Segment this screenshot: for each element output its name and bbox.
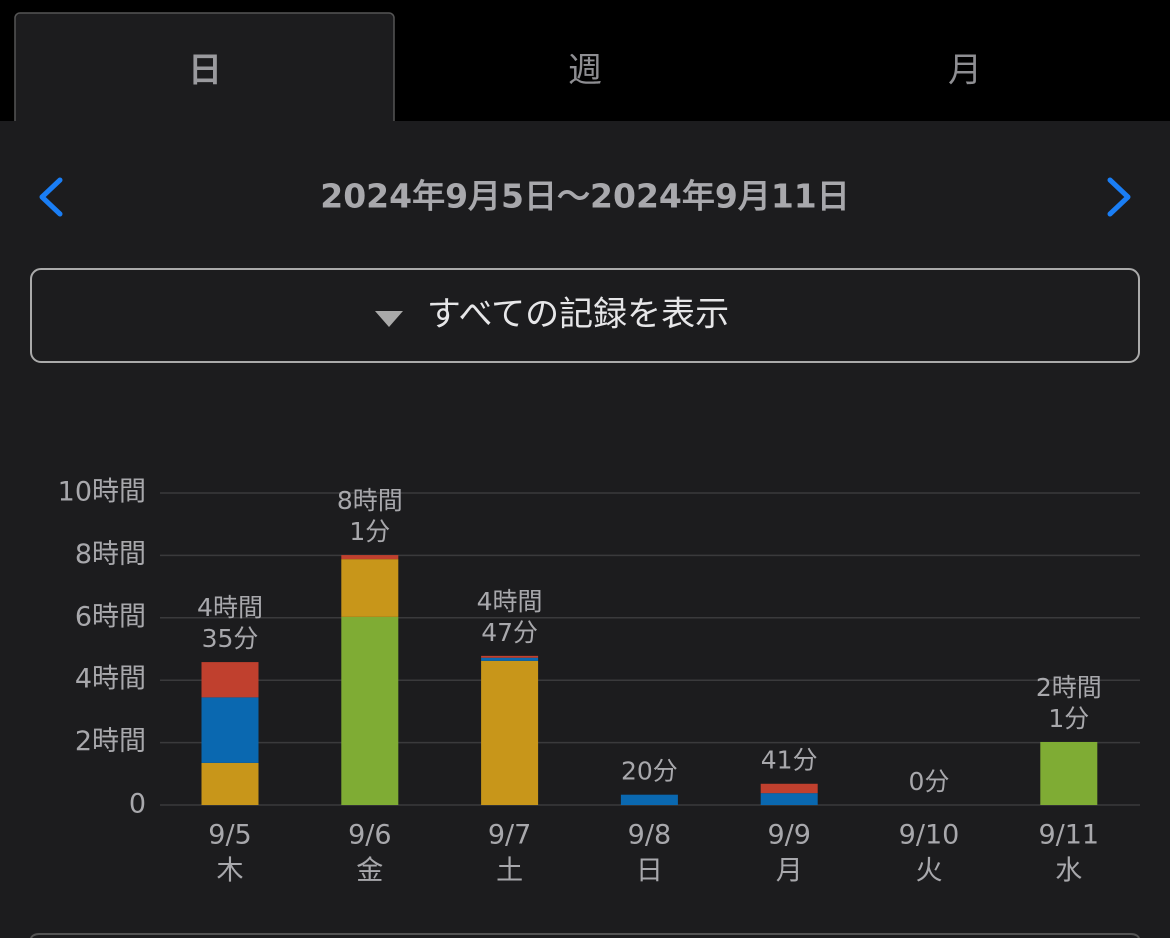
x-tick-label: 9/8 xyxy=(628,820,671,851)
bar-segment xyxy=(201,762,259,805)
bar-segment xyxy=(1040,741,1098,805)
bar-segment xyxy=(620,794,678,805)
active-tab[interactable] xyxy=(14,12,395,121)
prev-arrow[interactable] xyxy=(39,177,63,217)
y-tick-label: 2時間 xyxy=(75,726,146,757)
next-arrow[interactable] xyxy=(1107,177,1131,217)
y-tick-label: 6時間 xyxy=(75,601,146,632)
filter-button[interactable] xyxy=(30,268,1140,363)
bar-segment xyxy=(341,555,399,560)
value-label: 20分 xyxy=(621,757,678,786)
value-label: 2時間 xyxy=(1036,673,1102,702)
value-label: 4時間 xyxy=(477,587,543,616)
weekday-label: 水 xyxy=(1055,856,1082,887)
value-label: 1分 xyxy=(1048,704,1089,733)
bar-segment xyxy=(341,559,399,617)
x-tick-label: 9/6 xyxy=(348,820,391,851)
value-label: 1分 xyxy=(349,517,390,546)
bar-segment xyxy=(481,657,539,661)
tab[interactable]: 週 xyxy=(568,51,602,91)
x-tick-label: 9/11 xyxy=(1038,820,1099,851)
bar-segment xyxy=(760,783,818,794)
weekday-label: 金 xyxy=(356,856,383,887)
x-tick-label: 9/9 xyxy=(767,820,810,851)
weekday-label: 月 xyxy=(776,856,803,887)
tab[interactable]: 月 xyxy=(948,51,982,91)
bar-segment xyxy=(201,662,259,698)
value-label: 8時間 xyxy=(337,486,403,515)
value-label: 4時間 xyxy=(197,593,263,622)
y-tick-label: 10時間 xyxy=(58,477,146,508)
x-tick-label: 9/10 xyxy=(899,820,960,851)
weekday-label: 土 xyxy=(496,856,523,887)
x-tick-label: 9/7 xyxy=(488,820,531,851)
weekday-label: 火 xyxy=(916,856,943,887)
weekday-label: 日 xyxy=(636,856,663,887)
value-label: 35分 xyxy=(202,624,259,653)
tab[interactable]: 日 xyxy=(188,51,222,91)
value-label: 47分 xyxy=(481,618,538,647)
y-tick-label: 4時間 xyxy=(75,664,146,695)
next-card xyxy=(30,933,1140,938)
dropdown-icon xyxy=(375,311,403,327)
bar-segment xyxy=(341,616,399,805)
panel xyxy=(0,121,1170,938)
bar-segment xyxy=(201,697,259,763)
bar-segment xyxy=(481,655,539,658)
x-tick-label: 9/5 xyxy=(208,820,251,851)
y-tick-label: 0 xyxy=(129,789,146,820)
value-label: 0分 xyxy=(909,767,950,796)
bar-segment xyxy=(760,793,818,805)
date-range: 2024年9月5日〜2024年9月11日 xyxy=(320,177,850,216)
weekday-label: 木 xyxy=(217,856,244,887)
bar-segment xyxy=(481,660,539,805)
value-label: 41分 xyxy=(761,746,818,775)
filter-label: すべての記録を表示 xyxy=(427,295,729,335)
y-tick-label: 8時間 xyxy=(75,539,146,570)
chart: 02時間4時間6時間8時間10時間4時間35分9/5木8時間1分9/6金4時間4… xyxy=(58,477,1140,887)
